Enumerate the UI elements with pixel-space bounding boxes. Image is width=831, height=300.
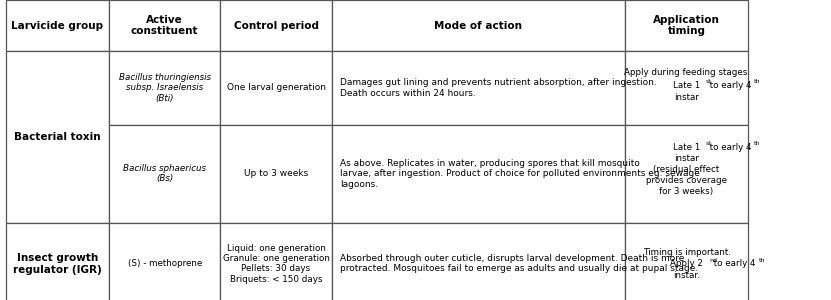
Text: Mode of action: Mode of action xyxy=(435,21,522,31)
Text: to early 4: to early 4 xyxy=(711,259,756,268)
Text: Active
constituent: Active constituent xyxy=(131,15,199,36)
Bar xyxy=(6,223,109,300)
Bar xyxy=(625,51,749,124)
Text: Bacillus sphaericus
(Bs): Bacillus sphaericus (Bs) xyxy=(123,164,206,184)
Text: Late 1: Late 1 xyxy=(673,81,701,90)
Bar xyxy=(6,0,109,51)
Text: Timing is important.: Timing is important. xyxy=(642,248,730,256)
Text: One larval generation: One larval generation xyxy=(227,83,326,92)
Text: st: st xyxy=(706,79,711,84)
Text: st: st xyxy=(706,141,711,146)
Text: As above. Replicates in water, producing spores that kill mosquito
larvae, after: As above. Replicates in water, producing… xyxy=(340,159,700,189)
Text: provides coverage: provides coverage xyxy=(646,176,727,185)
Text: to early 4: to early 4 xyxy=(707,143,752,152)
Text: th: th xyxy=(755,79,760,84)
Text: instar.: instar. xyxy=(673,271,700,280)
Text: Bacterial toxin: Bacterial toxin xyxy=(14,132,101,142)
Bar xyxy=(220,0,332,51)
Bar xyxy=(625,124,749,223)
Text: th: th xyxy=(759,258,765,262)
Bar xyxy=(109,51,220,124)
Text: (residual effect: (residual effect xyxy=(653,165,720,174)
Bar xyxy=(109,124,220,223)
Text: Apply during feeding stages.: Apply during feeding stages. xyxy=(623,68,750,77)
Text: Larvicide group: Larvicide group xyxy=(12,21,103,31)
Text: Late 1: Late 1 xyxy=(673,143,701,152)
Bar xyxy=(332,0,625,51)
Text: th: th xyxy=(755,141,760,146)
Text: Up to 3 weeks: Up to 3 weeks xyxy=(244,169,308,178)
Bar xyxy=(332,223,625,300)
Bar xyxy=(109,0,220,51)
Text: to early 4: to early 4 xyxy=(707,81,752,90)
Bar xyxy=(625,0,749,51)
Text: instar: instar xyxy=(674,154,699,163)
Text: Bacillus thuringiensis
subsp. Israelensis
(Bti): Bacillus thuringiensis subsp. Israelensi… xyxy=(119,73,211,103)
Text: Damages gut lining and prevents nutrient absorption, after ingestion.
Death occu: Damages gut lining and prevents nutrient… xyxy=(340,78,656,98)
Bar xyxy=(332,51,625,124)
Text: Insect growth
regulator (IGR): Insect growth regulator (IGR) xyxy=(13,253,101,274)
Text: Liquid: one generation
Granule: one generation
Pellets: 30 days
Briquets: < 150 : Liquid: one generation Granule: one gene… xyxy=(223,244,330,284)
Text: Apply 2: Apply 2 xyxy=(670,259,703,268)
Bar xyxy=(625,223,749,300)
Text: Absorbed through outer cuticle, disrupts larval development. Death is more
protr: Absorbed through outer cuticle, disrupts… xyxy=(340,254,698,273)
Bar xyxy=(332,124,625,223)
Bar xyxy=(220,223,332,300)
Text: instar: instar xyxy=(674,93,699,102)
Bar xyxy=(220,124,332,223)
Bar xyxy=(6,51,109,223)
Text: Application
timing: Application timing xyxy=(653,15,720,36)
Bar xyxy=(220,51,332,124)
Bar xyxy=(109,223,220,300)
Text: for 3 weeks): for 3 weeks) xyxy=(660,187,714,196)
Text: Control period: Control period xyxy=(234,21,318,31)
Text: (S) - methoprene: (S) - methoprene xyxy=(127,259,202,268)
Text: nd: nd xyxy=(710,258,718,262)
